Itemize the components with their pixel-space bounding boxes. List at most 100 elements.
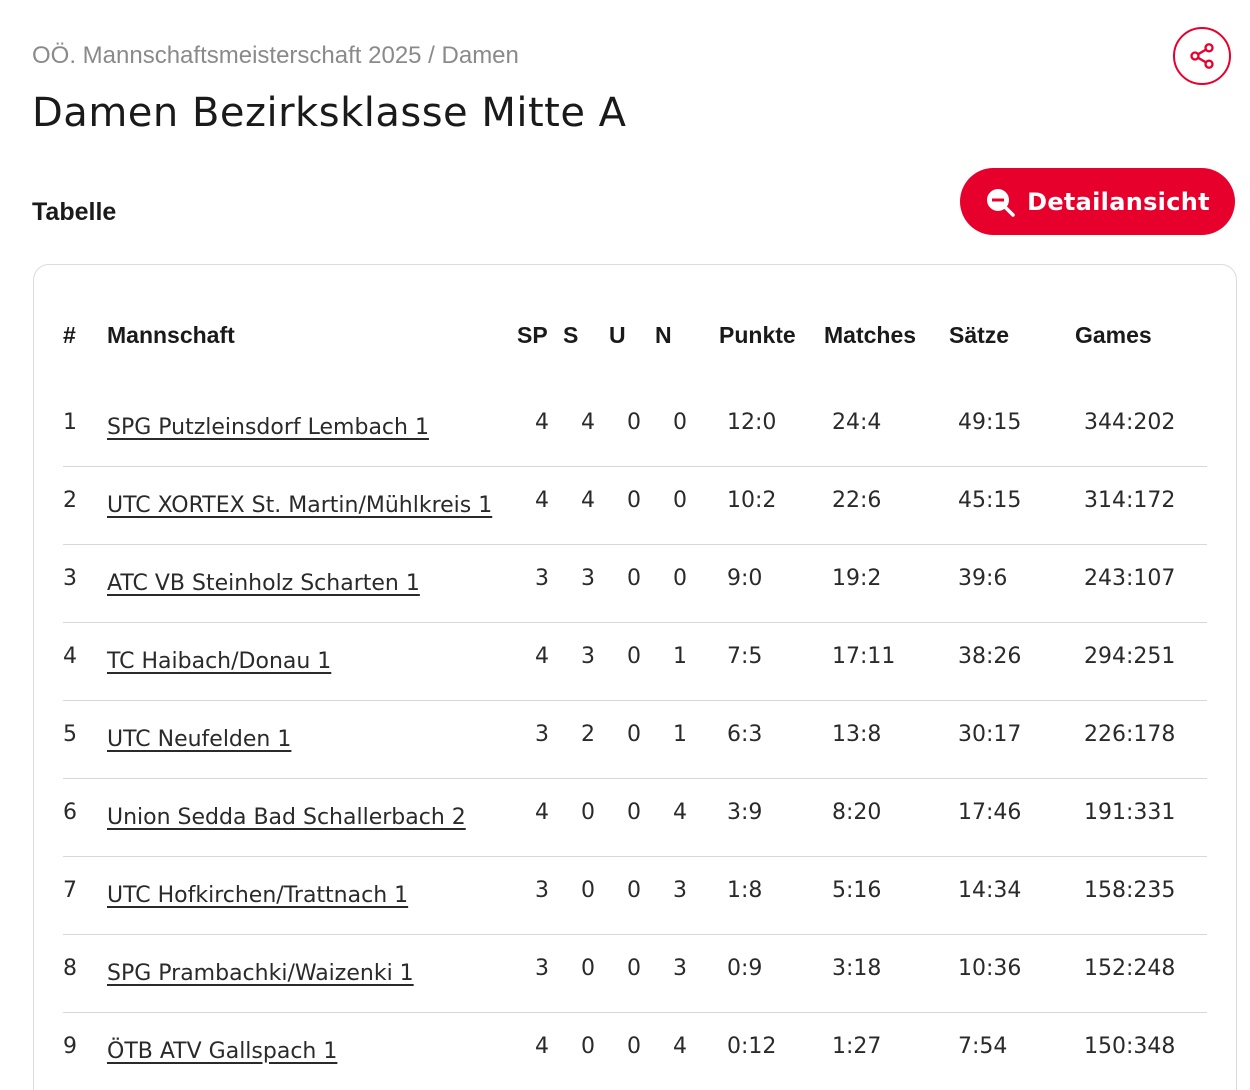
rank-cell: 1 [63, 410, 77, 435]
team-link[interactable]: UTC Hofkirchen/Trattnach 1 [107, 883, 409, 908]
u-cell: 0 [627, 410, 641, 435]
team-cell: TC Haibach/Donau 1 [107, 623, 517, 701]
s-cell: 3 [581, 566, 595, 591]
section-title: Tabelle [32, 198, 117, 226]
u-cell: 0 [627, 488, 641, 513]
s-cell: 4 [581, 410, 595, 435]
column-header: Matches [824, 322, 917, 348]
u-cell: 0 [627, 1034, 641, 1059]
matches-cell: 3:18 [832, 956, 882, 981]
saetze-cell: 7:54 [958, 1034, 1008, 1059]
team-link[interactable]: SPG Prambachki/Waizenki 1 [107, 961, 414, 986]
s-cell: 2 [581, 722, 595, 747]
s-cell: 0 [581, 878, 595, 903]
rank-cell: 5 [63, 722, 77, 747]
rank-cell: 4 [63, 644, 77, 669]
team-cell: UTC XORTEX St. Martin/Mühlkreis 1 [107, 467, 517, 545]
team-link[interactable]: Union Sedda Bad Schallerbach 2 [107, 805, 466, 830]
games-cell: 158:235 [1084, 878, 1176, 903]
page-title: Damen Bezirksklasse Mitte A [32, 90, 627, 136]
column-header: Punkte [719, 322, 796, 348]
team-cell: SPG Putzleinsdorf Lembach 1 [107, 374, 517, 467]
rank-cell: 8 [63, 956, 77, 981]
u-cell: 0 [627, 800, 641, 825]
n-cell: 0 [673, 488, 687, 513]
team-link[interactable]: SPG Putzleinsdorf Lembach 1 [107, 415, 429, 440]
team-link[interactable]: UTC XORTEX St. Martin/Mühlkreis 1 [107, 493, 493, 518]
n-cell: 3 [673, 878, 687, 903]
sp-cell: 3 [535, 566, 549, 591]
punkte-cell: 1:8 [727, 878, 763, 903]
standings-card: # Mannschaft SP S U N Punkte Matches Sätze Games … [33, 264, 1237, 1090]
s-cell: 0 [581, 1034, 595, 1059]
games-cell: 344:202 [1084, 410, 1176, 435]
sp-cell: 4 [535, 800, 549, 825]
rank-cell: 3 [63, 566, 77, 591]
rank-cell: 6 [63, 800, 77, 825]
u-cell: 0 [627, 956, 641, 981]
punkte-cell: 3:9 [727, 800, 763, 825]
share-button[interactable] [1173, 27, 1231, 85]
sp-cell: 4 [535, 644, 549, 669]
punkte-cell: 7:5 [727, 644, 763, 669]
matches-cell: 13:8 [832, 722, 882, 747]
matches-cell: 22:6 [832, 488, 882, 513]
column-header: U [609, 322, 626, 348]
games-cell: 152:248 [1084, 956, 1176, 981]
column-header: SP [517, 322, 548, 348]
u-cell: 0 [627, 722, 641, 747]
team-cell: UTC Neufelden 1 [107, 701, 517, 779]
team-cell: ATC VB Steinholz Scharten 1 [107, 545, 517, 623]
zoom-out-icon [985, 187, 1015, 217]
column-header: Games [1075, 322, 1152, 348]
team-link[interactable]: UTC Neufelden 1 [107, 727, 292, 752]
team-cell: SPG Prambachki/Waizenki 1 [107, 935, 517, 1013]
punkte-cell: 6:3 [727, 722, 763, 747]
saetze-cell: 38:26 [958, 644, 1022, 669]
table-row: 7 UTC Hofkirchen/Trattnach 1 3 0 0 3 1:8 5:16 14… [63, 857, 1207, 935]
detail-view-label: Detailansicht [1027, 187, 1210, 216]
sp-cell: 4 [535, 488, 549, 513]
saetze-cell: 10:36 [958, 956, 1022, 981]
team-link[interactable]: ATC VB Steinholz Scharten 1 [107, 571, 420, 596]
column-header: Mannschaft [107, 322, 235, 348]
punkte-cell: 0:9 [727, 956, 763, 981]
s-cell: 0 [581, 800, 595, 825]
team-link[interactable]: TC Haibach/Donau 1 [107, 649, 332, 674]
n-cell: 1 [673, 722, 687, 747]
n-cell: 0 [673, 566, 687, 591]
matches-cell: 8:20 [832, 800, 882, 825]
sp-cell: 3 [535, 878, 549, 903]
rank-cell: 2 [63, 488, 77, 513]
team-link[interactable]: ÖTB ATV Gallspach 1 [107, 1039, 338, 1064]
games-cell: 243:107 [1084, 566, 1176, 591]
column-header: N [655, 322, 672, 348]
team-cell: UTC Hofkirchen/Trattnach 1 [107, 857, 517, 935]
punkte-cell: 12:0 [727, 410, 777, 435]
table-row: 8 SPG Prambachki/Waizenki 1 3 0 0 3 0:9 3:18 10:… [63, 935, 1207, 1013]
n-cell: 0 [673, 410, 687, 435]
s-cell: 0 [581, 956, 595, 981]
table-row: 3 ATC VB Steinholz Scharten 1 3 3 0 0 9:0 19:2 3… [63, 545, 1207, 623]
punkte-cell: 0:12 [727, 1034, 777, 1059]
matches-cell: 5:16 [832, 878, 882, 903]
table-row: 9 ÖTB ATV Gallspach 1 4 0 0 4 0:12 1:27 7:54 150:… [63, 1013, 1207, 1090]
matches-cell: 17:11 [832, 644, 896, 669]
u-cell: 0 [627, 878, 641, 903]
games-cell: 226:178 [1084, 722, 1176, 747]
team-cell: ÖTB ATV Gallspach 1 [107, 1013, 517, 1090]
saetze-cell: 14:34 [958, 878, 1022, 903]
column-header: Sätze [949, 322, 1010, 348]
team-cell: Union Sedda Bad Schallerbach 2 [107, 779, 517, 857]
games-cell: 150:348 [1084, 1034, 1176, 1059]
saetze-cell: 39:6 [958, 566, 1008, 591]
saetze-cell: 30:17 [958, 722, 1022, 747]
sp-cell: 4 [535, 1034, 549, 1059]
column-header: # [63, 322, 76, 348]
games-cell: 314:172 [1084, 488, 1176, 513]
s-cell: 4 [581, 488, 595, 513]
rank-cell: 7 [63, 878, 77, 903]
saetze-cell: 17:46 [958, 800, 1022, 825]
detail-view-button[interactable]: Detailansicht [960, 168, 1235, 235]
column-header: S [563, 322, 579, 348]
